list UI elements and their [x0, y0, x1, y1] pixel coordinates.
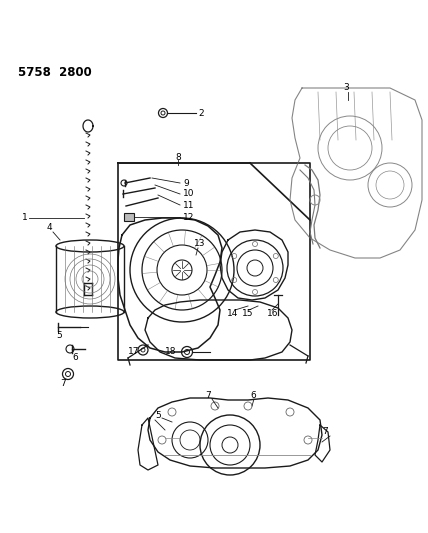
Text: 10: 10 — [183, 190, 194, 198]
Text: 7: 7 — [60, 379, 66, 389]
Text: 7: 7 — [322, 427, 328, 437]
Text: 6: 6 — [72, 353, 78, 362]
Text: 5758  2800: 5758 2800 — [18, 66, 92, 78]
Text: 9: 9 — [183, 179, 189, 188]
Bar — [124, 213, 134, 221]
Text: 2: 2 — [198, 109, 204, 117]
Text: 5: 5 — [56, 332, 62, 341]
Text: 17: 17 — [128, 348, 140, 357]
Text: 11: 11 — [183, 200, 194, 209]
Text: 6: 6 — [250, 391, 256, 400]
Text: 7: 7 — [205, 391, 211, 400]
Text: 18: 18 — [165, 348, 176, 357]
Text: 1: 1 — [22, 214, 28, 222]
Text: 8: 8 — [175, 152, 181, 161]
Text: 5: 5 — [155, 410, 161, 419]
Text: 16: 16 — [267, 309, 279, 318]
Text: 4: 4 — [47, 223, 53, 232]
Text: 14: 14 — [227, 309, 238, 318]
Text: 13: 13 — [194, 238, 205, 247]
Text: 12: 12 — [183, 213, 194, 222]
Text: 3: 3 — [343, 84, 349, 93]
Text: 15: 15 — [242, 309, 253, 318]
